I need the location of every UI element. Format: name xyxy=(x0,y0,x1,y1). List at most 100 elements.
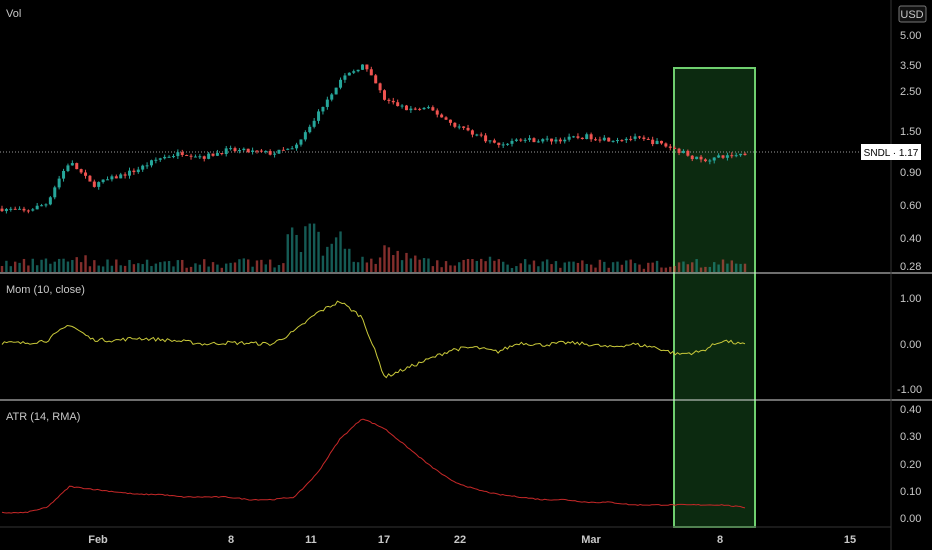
candle-body xyxy=(466,127,470,131)
atr-tick: 0.40 xyxy=(900,404,921,416)
volume-bar xyxy=(541,261,544,272)
candle-body xyxy=(629,138,633,140)
volume-bar xyxy=(132,264,136,272)
volume-bar xyxy=(664,267,668,272)
candle-body xyxy=(255,150,259,152)
volume-bar xyxy=(493,260,496,272)
volume-bar xyxy=(163,261,166,272)
volume-bar xyxy=(194,263,197,272)
price-tick: 1.50 xyxy=(900,126,921,138)
volume-bar xyxy=(251,266,254,272)
candle-body xyxy=(189,155,193,157)
volume-bar xyxy=(62,258,65,272)
candle-body xyxy=(506,143,510,145)
candle-body xyxy=(220,153,224,155)
volume-bar xyxy=(282,263,285,272)
candle-body xyxy=(378,83,382,91)
candle-body xyxy=(202,156,206,159)
candle-body xyxy=(70,163,74,166)
candle-body xyxy=(422,107,426,110)
volume-bar xyxy=(418,259,421,272)
volume-bar xyxy=(598,259,602,272)
candle-body xyxy=(545,138,549,140)
volume-bar xyxy=(475,260,479,272)
candle-body xyxy=(53,187,57,198)
currency-badge[interactable] xyxy=(898,5,927,23)
volume-bar xyxy=(49,263,52,272)
price-tick: 0.60 xyxy=(900,200,921,212)
volume-bar xyxy=(299,251,303,272)
volume-bar xyxy=(277,264,281,272)
candle-body xyxy=(536,141,540,143)
volume-bar xyxy=(145,259,149,272)
candle-body xyxy=(13,208,17,210)
candle-body xyxy=(382,90,386,100)
candle-body xyxy=(334,87,338,95)
candle-body xyxy=(286,148,290,150)
candle-body xyxy=(312,120,316,127)
candle-body xyxy=(550,138,554,142)
candle-body xyxy=(510,140,514,144)
time-tick: Mar xyxy=(581,534,601,546)
candle-body xyxy=(97,182,101,187)
volume-bar xyxy=(449,265,452,272)
candle-body xyxy=(114,176,118,179)
volume-bar xyxy=(563,262,566,272)
volume-bar xyxy=(414,255,417,272)
candle-body xyxy=(251,150,255,152)
price-tick: 2.50 xyxy=(900,86,921,98)
candle-body xyxy=(79,169,83,173)
volume-bar xyxy=(431,266,435,272)
volume-bar xyxy=(409,258,413,272)
candle-body xyxy=(321,106,325,112)
volume-bar xyxy=(128,259,131,272)
atr-label: ATR (14, RMA) xyxy=(6,411,80,423)
volume-bar xyxy=(229,262,232,272)
candle-body xyxy=(233,148,237,151)
candle-body xyxy=(497,142,501,145)
candle-body xyxy=(721,155,725,158)
candle-body xyxy=(26,210,30,212)
candle-body xyxy=(141,165,145,170)
volume-bar xyxy=(721,259,725,272)
volume-bar xyxy=(620,264,624,272)
volume-bar xyxy=(321,255,325,272)
candle-body xyxy=(158,158,162,160)
symbol-badge-text: SNDL · 1.17 xyxy=(864,148,919,159)
candle-body xyxy=(132,170,136,173)
volume-bar xyxy=(44,258,48,272)
volume-bar xyxy=(629,259,632,272)
symbol-badge xyxy=(861,144,921,160)
candle-body xyxy=(295,144,299,149)
volume-bar xyxy=(312,223,316,272)
volume-bar xyxy=(501,261,505,272)
candle-body xyxy=(264,151,268,153)
volume-bar xyxy=(625,260,628,272)
price-tick: 3.50 xyxy=(900,60,921,72)
candle-body xyxy=(440,114,444,118)
volume-label: Vol xyxy=(6,8,21,20)
volume-bar xyxy=(567,261,571,272)
candle-body xyxy=(35,205,39,210)
volume-bar xyxy=(119,265,122,272)
volume-bar xyxy=(97,265,100,272)
price-tick: 0.90 xyxy=(900,167,921,179)
volume-bar xyxy=(638,264,641,272)
volume-bar xyxy=(717,264,720,272)
time-tick: 11 xyxy=(305,534,317,546)
volume-bar xyxy=(154,263,158,272)
candle-body xyxy=(725,155,729,158)
volume-bar xyxy=(673,265,676,272)
volume-bar xyxy=(238,259,241,272)
volume-bar xyxy=(392,255,395,272)
candle-body xyxy=(361,64,365,70)
candle-body xyxy=(308,126,312,133)
volume-bar xyxy=(79,262,83,272)
candle-body xyxy=(418,108,422,110)
volume-bar xyxy=(383,245,386,272)
candle-body xyxy=(242,148,246,151)
candle-body xyxy=(396,102,400,107)
volume-bar xyxy=(207,266,210,272)
candle-body xyxy=(92,181,96,187)
